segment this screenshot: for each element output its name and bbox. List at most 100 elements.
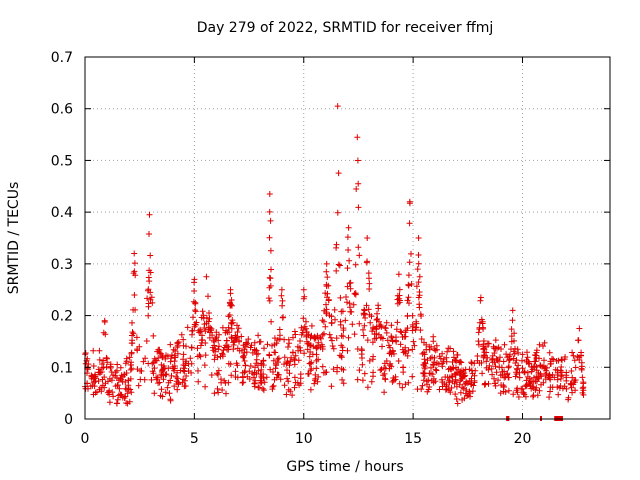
data-point — [314, 378, 321, 385]
data-point — [323, 268, 330, 275]
data-point — [536, 341, 543, 348]
data-point — [125, 385, 132, 392]
data-point — [300, 315, 307, 322]
data-point — [104, 389, 111, 396]
data-point — [402, 381, 409, 388]
data-point — [405, 282, 412, 289]
data-point — [511, 330, 518, 337]
data-point — [420, 370, 427, 377]
data-point — [116, 385, 123, 392]
data-point — [308, 322, 315, 329]
data-point — [419, 382, 426, 389]
data-point — [416, 273, 423, 280]
data-point — [146, 211, 153, 218]
data-point — [272, 365, 279, 372]
data-point — [534, 378, 540, 385]
data-point — [236, 338, 242, 345]
data-point — [228, 372, 235, 379]
data-point — [197, 326, 204, 333]
data-point — [311, 335, 318, 342]
data-point — [554, 384, 561, 391]
data-point — [457, 389, 464, 396]
data-point — [151, 365, 158, 372]
data-point — [552, 366, 559, 373]
x-tick-label: 10 — [295, 431, 313, 447]
data-point — [513, 369, 520, 376]
data-point — [421, 362, 428, 369]
data-point — [190, 314, 196, 321]
data-point — [157, 392, 164, 399]
data-point — [358, 346, 365, 353]
data-point — [180, 336, 187, 343]
data-point — [266, 297, 273, 304]
data-point — [285, 336, 292, 343]
data-point — [393, 326, 400, 333]
data-point — [231, 338, 237, 344]
data-point — [249, 349, 256, 356]
data-point — [261, 379, 268, 386]
data-point — [172, 354, 179, 361]
data-point — [323, 301, 329, 308]
data-point — [462, 366, 469, 373]
data-point — [247, 363, 254, 369]
data-point — [150, 332, 157, 339]
data-point — [232, 368, 239, 375]
data-point — [174, 369, 181, 376]
data-point — [270, 369, 276, 375]
data-point — [225, 343, 232, 350]
data-point — [206, 315, 213, 322]
y-tick-label: 0.4 — [51, 205, 73, 221]
data-point — [532, 352, 538, 358]
data-point — [546, 394, 553, 401]
data-point — [199, 308, 206, 315]
data-point — [403, 327, 410, 334]
data-point — [174, 386, 181, 393]
data-point — [491, 375, 497, 382]
data-point — [198, 314, 205, 321]
data-point — [328, 319, 335, 326]
data-point — [532, 386, 539, 393]
data-point — [159, 353, 166, 360]
data-point — [305, 370, 312, 377]
data-point — [409, 312, 416, 319]
data-point — [88, 372, 95, 379]
data-point — [510, 391, 517, 398]
data-point — [223, 337, 230, 344]
data-point — [255, 384, 262, 391]
data-point — [545, 374, 552, 380]
data-point — [323, 260, 330, 267]
data-point — [373, 335, 380, 342]
data-point — [145, 312, 152, 319]
data-point — [370, 373, 376, 380]
data-point — [192, 307, 199, 314]
data-point — [275, 355, 282, 362]
data-point — [409, 373, 416, 380]
data-point — [115, 377, 122, 384]
data-point — [104, 359, 111, 366]
data-point — [301, 293, 308, 300]
data-point — [115, 392, 122, 399]
y-tick-label: 0.2 — [51, 309, 73, 325]
data-point — [289, 349, 296, 356]
data-point — [497, 354, 503, 361]
data-point — [322, 323, 329, 330]
data-point — [164, 353, 171, 360]
data-point — [155, 355, 162, 361]
data-point — [533, 355, 540, 361]
data-point — [255, 332, 262, 339]
data-point — [281, 354, 288, 361]
data-point — [337, 294, 344, 301]
data-point — [379, 335, 386, 342]
data-point — [475, 341, 482, 348]
data-point — [106, 399, 113, 406]
data-point — [164, 384, 171, 391]
data-point — [521, 391, 528, 398]
data-point — [538, 381, 544, 388]
data-point — [369, 328, 376, 335]
data-point — [323, 309, 330, 316]
data-point — [334, 368, 340, 375]
data-point — [447, 345, 454, 352]
data-point — [344, 265, 351, 272]
data-point — [382, 324, 389, 331]
data-point — [458, 359, 465, 366]
